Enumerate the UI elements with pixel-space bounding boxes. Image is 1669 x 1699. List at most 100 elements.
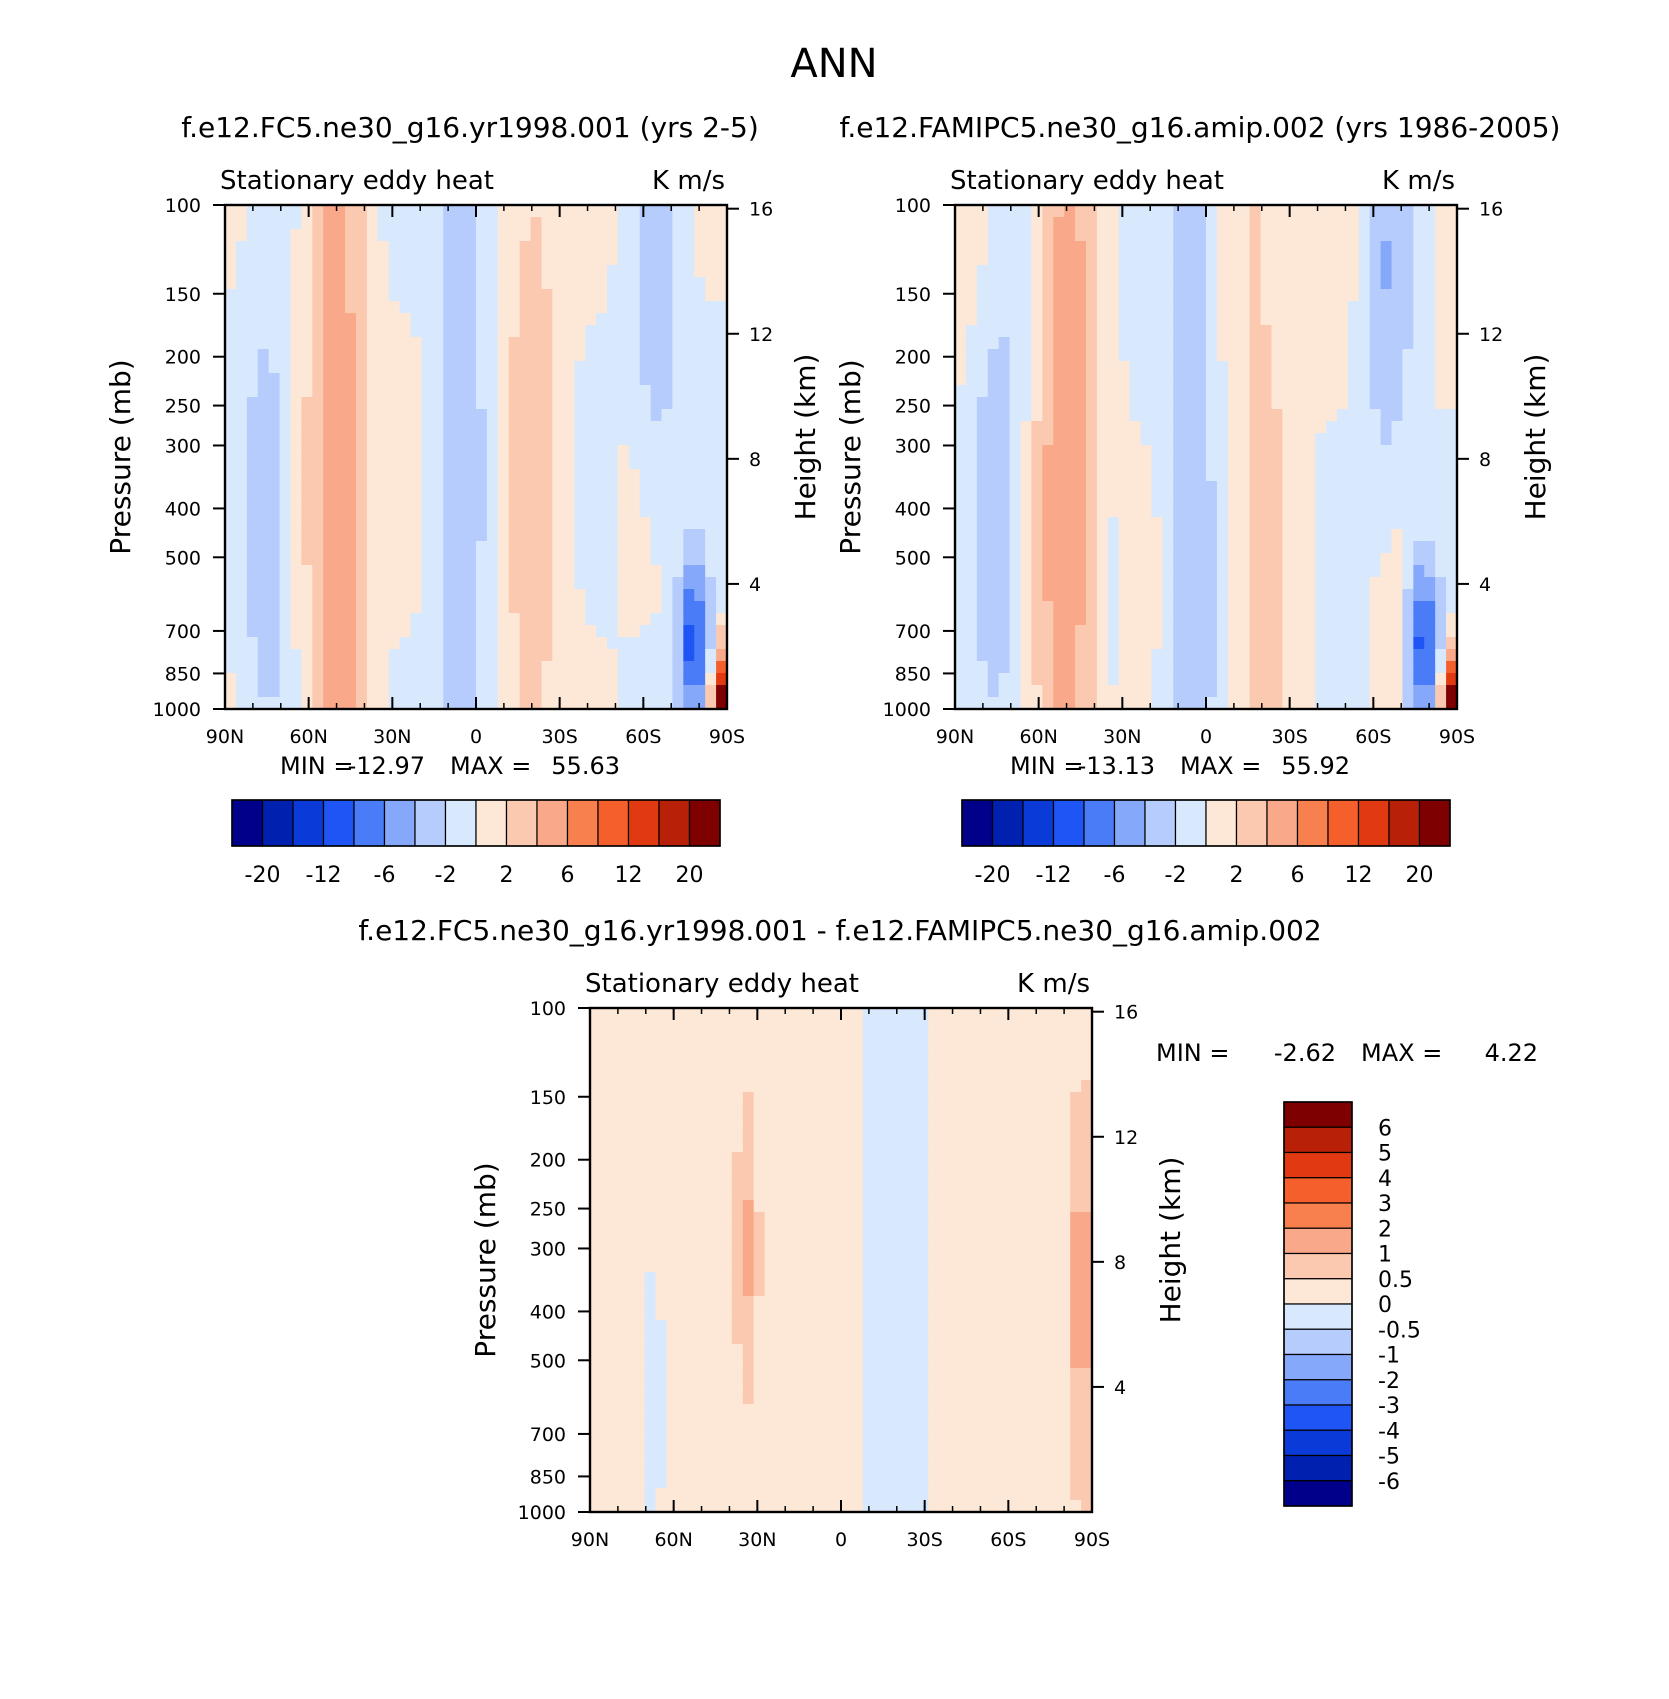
field-cell (644, 1356, 657, 1369)
field-cell (519, 529, 532, 542)
field-cell (1413, 493, 1425, 506)
field-cell (377, 397, 390, 410)
field-cell (1140, 625, 1153, 638)
field-cell (808, 1320, 820, 1333)
field-cell (633, 1464, 646, 1477)
field-cell (1173, 553, 1185, 566)
field-cell (797, 1428, 809, 1441)
field-cell (1238, 565, 1251, 578)
field-cell (710, 1176, 722, 1189)
field-cell (1140, 529, 1153, 542)
field-cell (753, 1056, 766, 1069)
field-cell (1042, 625, 1054, 638)
field-cell (1238, 289, 1251, 302)
field-cell (1326, 601, 1338, 614)
field-cell (677, 1104, 689, 1117)
field-cell (731, 1416, 744, 1429)
field-cell (731, 1272, 744, 1285)
field-cell (1162, 373, 1174, 386)
field-cell (1424, 229, 1436, 242)
field-cell (1402, 685, 1414, 698)
field-cell (552, 685, 564, 698)
field-cell (705, 445, 717, 458)
field-cell (622, 1296, 635, 1309)
field-cell (290, 685, 302, 698)
field-cell (1118, 589, 1131, 602)
field-cell (443, 253, 455, 266)
field-cell (666, 1416, 678, 1429)
field-cell (705, 289, 717, 302)
field-cell (1009, 673, 1022, 686)
field-cell (622, 1044, 635, 1057)
field-cell (1315, 241, 1327, 254)
field-cell (1424, 577, 1436, 590)
field-cell (1151, 577, 1163, 590)
field-cell (1413, 445, 1425, 458)
field-cell (1107, 649, 1120, 662)
field-cell (486, 601, 499, 614)
field-cell (1075, 613, 1087, 626)
field-cell (225, 229, 237, 242)
field-cell (1107, 433, 1120, 446)
field-cell (1064, 649, 1076, 662)
field-cell (976, 349, 989, 362)
field-cell (644, 1392, 657, 1405)
field-cell (1347, 277, 1360, 290)
field-cell (1304, 661, 1316, 674)
field-cell (1435, 337, 1447, 350)
field-cell (1238, 301, 1251, 314)
field-cell (1391, 637, 1404, 650)
field-cell (600, 1224, 613, 1237)
field-cell (590, 1140, 602, 1153)
field-cell (1020, 661, 1032, 674)
field-cell (1304, 313, 1316, 326)
field-cell (955, 541, 967, 554)
field-cell (775, 1296, 788, 1309)
field-cell (786, 1020, 798, 1033)
field-cell (519, 577, 532, 590)
field-cell (955, 481, 967, 494)
field-cell (1031, 481, 1043, 494)
field-cell (666, 1152, 678, 1165)
field-cell (279, 625, 292, 638)
field-cell (628, 649, 641, 662)
field-cell (590, 1164, 602, 1177)
colorbar-frame (961, 799, 1451, 847)
field-cell (443, 637, 455, 650)
field-cell (650, 373, 663, 386)
field-cell (486, 481, 499, 494)
field-cell (705, 517, 717, 530)
field-cell (1402, 505, 1414, 518)
field-cell (998, 217, 1011, 230)
field-cell (1206, 589, 1218, 602)
field-cell (742, 1284, 755, 1297)
field-cell (1195, 325, 1207, 338)
field-cell (1118, 217, 1131, 230)
field-cell (1075, 217, 1087, 230)
field-cell (377, 313, 390, 326)
field-cell (694, 397, 706, 410)
field-cell (797, 1176, 809, 1189)
field-cell (1326, 685, 1338, 698)
field-cell (1140, 289, 1153, 302)
field-cell (955, 529, 967, 542)
field-cell (377, 493, 390, 506)
max-value: 55.63 (551, 752, 620, 780)
field-cell (1249, 253, 1262, 266)
field-cell (585, 541, 597, 554)
field-cell (1260, 373, 1273, 386)
field-cell (1042, 457, 1054, 470)
field-cell (596, 385, 608, 398)
field-cell (323, 529, 335, 542)
field-cell (677, 1368, 689, 1381)
field-cell (355, 697, 368, 710)
field-cell (1315, 229, 1327, 242)
field-cell (655, 1356, 667, 1369)
field-cell (1369, 433, 1382, 446)
field-cell (366, 349, 379, 362)
field-cell (1129, 661, 1142, 674)
field-cell (1227, 529, 1240, 542)
field-cell (1402, 337, 1414, 350)
field-cell (1162, 481, 1174, 494)
field-cell (590, 1044, 602, 1057)
